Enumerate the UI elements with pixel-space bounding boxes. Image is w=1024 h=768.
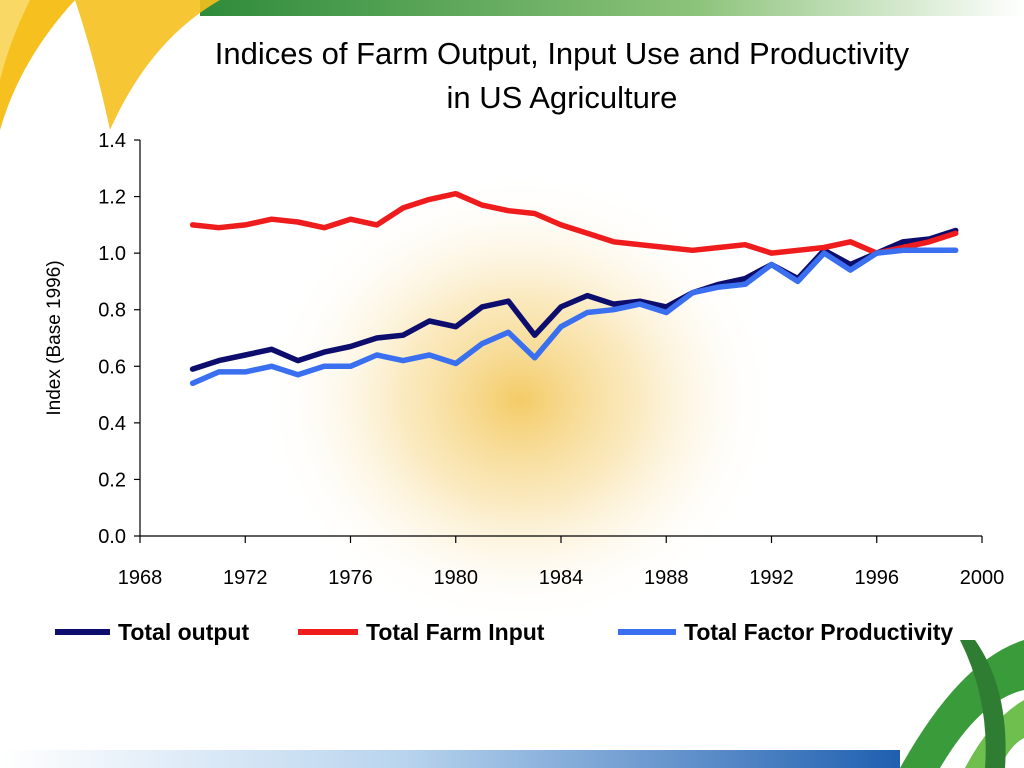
legend-label: Total output bbox=[118, 619, 249, 645]
series-line-total-factor-productivity bbox=[189, 247, 959, 387]
y-tick-label: 0.4 bbox=[98, 413, 126, 435]
chart-title-line2: in US Agriculture bbox=[446, 80, 678, 115]
corner-swoosh-top-left bbox=[0, 0, 75, 130]
x-tick-label: 1976 bbox=[328, 567, 373, 589]
y-ticks: 0.0 0.2 0.4 0.6 0.8 1.0 1.2 1.4 bbox=[98, 130, 140, 548]
top-bar bbox=[200, 0, 1024, 16]
y-tick-label: 0.2 bbox=[98, 469, 126, 491]
chart-title-line1: Indices of Farm Output, Input Use and Pr… bbox=[214, 36, 910, 71]
y-tick-label: 0.6 bbox=[98, 356, 126, 378]
y-axis-label: Index (Base 1996) bbox=[44, 260, 65, 415]
x-tick-label: 1992 bbox=[749, 567, 794, 589]
x-tick-label: 1968 bbox=[118, 567, 163, 589]
legend-label: Total Farm Input bbox=[366, 619, 545, 645]
corner-swoosh-bottom-right-3 bbox=[960, 640, 1006, 768]
x-tick-label: 1972 bbox=[223, 567, 268, 589]
x-ticks: 1968 1972 1976 1980 1984 1988 1992 1996 2000 bbox=[118, 536, 1005, 589]
x-tick-label: 2000 bbox=[960, 567, 1005, 589]
y-tick-label: 0.8 bbox=[98, 300, 126, 322]
sun-glow bbox=[260, 170, 780, 630]
corner-swoosh-top-left-inner bbox=[0, 0, 30, 80]
y-tick-label: 0.0 bbox=[98, 526, 126, 548]
legend-item-total-farm-input: Total Farm Input bbox=[298, 619, 545, 645]
x-tick-label: 1984 bbox=[539, 567, 584, 589]
corner-swoosh-top-left-2 bbox=[75, 0, 220, 130]
y-tick-label: 1.2 bbox=[98, 187, 126, 209]
bottom-bar bbox=[0, 750, 900, 768]
x-tick-label: 1980 bbox=[434, 567, 479, 589]
corner-swoosh-bottom-right-1 bbox=[900, 640, 1024, 768]
x-tick-label: 1996 bbox=[855, 567, 900, 589]
legend-item-total-factor-productivity: Total Factor Productivity bbox=[618, 619, 953, 645]
legend: Total output Total Farm Input Total Factor… bbox=[55, 619, 953, 645]
legend-item-total-output: Total output bbox=[55, 619, 249, 645]
series-layer bbox=[189, 190, 959, 387]
y-tick-label: 1.4 bbox=[98, 130, 126, 152]
series-line-total-farm-input bbox=[189, 190, 959, 256]
y-tick-label: 1.0 bbox=[98, 243, 126, 265]
legend-label: Total Factor Productivity bbox=[684, 619, 953, 645]
axes: 0.0 0.2 0.4 0.6 0.8 1.0 1.2 1.4 1968 1972 1976 198… bbox=[44, 130, 1004, 589]
x-tick-label: 1988 bbox=[644, 567, 689, 589]
